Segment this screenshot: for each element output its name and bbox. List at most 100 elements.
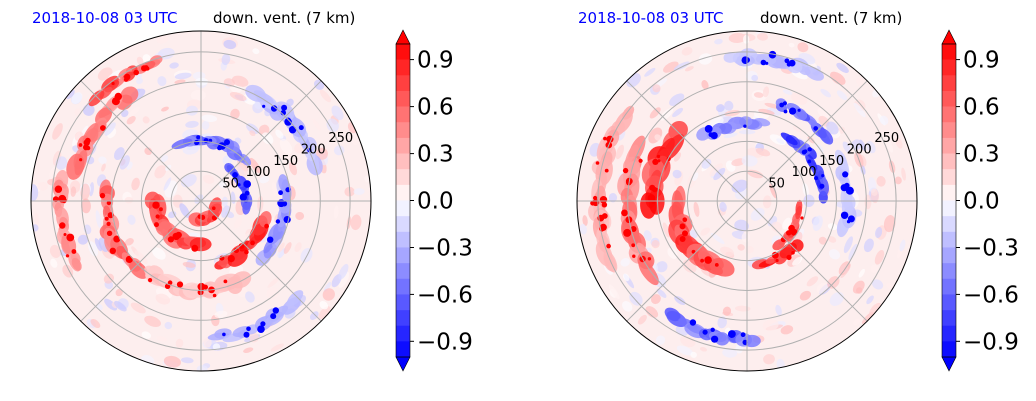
field-speckle: [763, 354, 775, 365]
panel-2-date-title: 2018-10-08 03 UTC: [578, 9, 724, 27]
field-peak: [283, 216, 291, 224]
field-peak: [682, 230, 688, 237]
field-peak: [689, 319, 697, 326]
colorbar-segment: [942, 310, 956, 326]
field-speckle: [700, 227, 711, 236]
field-speckle: [883, 215, 896, 233]
field-peak: [212, 206, 216, 210]
field-speckle: [271, 181, 278, 197]
colorbar-segment: [942, 247, 956, 264]
field-speckle: [734, 219, 749, 232]
field-speckle: [620, 258, 630, 267]
field-speckle: [866, 295, 874, 305]
field-peak: [807, 147, 812, 152]
field-peak: [155, 214, 160, 219]
field-peak: [603, 136, 607, 141]
field-speckle: [103, 273, 115, 284]
field-peak: [111, 81, 115, 86]
radial-tick-label: 250: [328, 131, 353, 146]
field-peak: [111, 97, 120, 106]
field-peak: [788, 224, 795, 232]
panel-1-date-title: 2018-10-08 03 UTC: [32, 9, 178, 27]
colorbar-segment: [396, 44, 410, 60]
field-speckle: [685, 66, 694, 72]
field-speckle: [94, 238, 103, 252]
field-speckle: [753, 92, 764, 98]
field-speckle: [836, 62, 849, 73]
field-speckle: [115, 288, 123, 297]
field-peak: [222, 332, 226, 337]
angular-grid-line: [200, 200, 322, 322]
field-peak: [79, 158, 83, 162]
field-speckle: [663, 61, 679, 73]
field-speckle: [161, 106, 169, 112]
colorbar-tick-label: 0.6: [417, 95, 454, 121]
field-speckle: [163, 355, 181, 368]
field-speckle: [672, 169, 682, 179]
radial-tick-label: 150: [273, 154, 298, 169]
field-peak: [152, 201, 160, 209]
field-speckle: [701, 158, 712, 169]
field-peak: [125, 255, 133, 263]
radial-tick-label: 200: [847, 142, 872, 157]
field-peak: [63, 233, 67, 236]
field-peak: [710, 132, 718, 140]
field-peak: [123, 77, 129, 82]
colorbar-segment: [396, 137, 410, 154]
field-peak: [106, 221, 111, 226]
field-speckle: [643, 230, 652, 241]
field-peak: [760, 59, 767, 66]
field-peak: [604, 168, 609, 173]
field-speckle: [879, 115, 889, 126]
field-speckle: [338, 263, 349, 280]
field-speckle: [724, 100, 734, 111]
field-peak: [786, 254, 792, 260]
radial-tick-label: 50: [768, 177, 785, 192]
field-speckle: [243, 347, 254, 353]
field-speckle: [645, 306, 659, 318]
field-peak: [595, 161, 600, 165]
field-speckle: [817, 107, 830, 119]
field-peak: [621, 209, 628, 217]
field-peak: [632, 254, 636, 258]
field-speckle: [797, 42, 809, 53]
field-peak: [656, 154, 661, 159]
field-speckle: [319, 89, 331, 103]
colorbar-segment: [942, 325, 956, 342]
field-speckle: [650, 294, 661, 305]
angular-grid-line: [746, 200, 868, 322]
field-speckle: [288, 161, 298, 176]
field-peak: [842, 171, 849, 178]
field-speckle: [338, 271, 350, 288]
colorbar-segment: [942, 137, 956, 154]
field-peak: [704, 124, 713, 133]
field-peak: [104, 216, 109, 221]
field-peak: [821, 174, 825, 178]
field-speckle: [126, 115, 136, 125]
colorbar-tick-label: 0.0: [963, 189, 1000, 215]
field-peak: [203, 284, 208, 290]
field-speckle: [899, 239, 906, 252]
field-peak: [270, 105, 278, 112]
field-speckle: [77, 234, 89, 245]
field-speckle: [70, 186, 77, 197]
field-speckle: [214, 310, 228, 319]
field-speckle: [692, 172, 699, 182]
field-speckle: [127, 106, 140, 118]
field-speckle: [278, 242, 285, 253]
field-peak: [280, 110, 286, 116]
field-peak: [148, 278, 153, 283]
colorbar-extend-max: [941, 29, 957, 45]
colorbar-segment: [396, 153, 410, 170]
field-speckle: [136, 77, 143, 85]
colorbar-tick-label: 0.3: [417, 142, 454, 168]
field-speckle: [741, 232, 751, 243]
field-feature-cell: [259, 211, 272, 228]
field-speckle: [196, 365, 208, 371]
field-speckle: [673, 152, 682, 162]
field-speckle: [792, 125, 802, 133]
field-peak: [260, 321, 266, 327]
field-speckle: [782, 89, 793, 95]
field-speckle: [294, 242, 302, 253]
field-speckle: [156, 335, 168, 342]
